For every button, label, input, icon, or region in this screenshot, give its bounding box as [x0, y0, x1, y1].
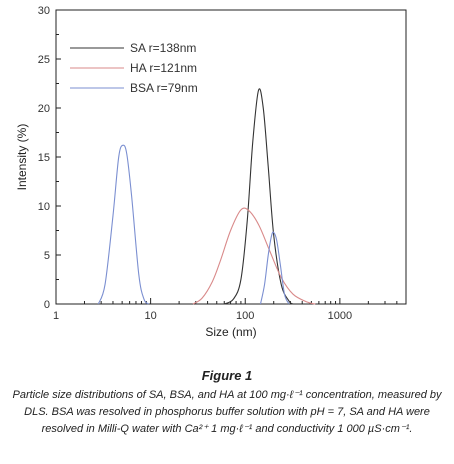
- legend: SA r=138nm HA r=121nm BSA r=79nm: [70, 41, 198, 95]
- figure-caption-text: Particle size distributions of SA, BSA, …: [12, 389, 442, 435]
- figure-caption-title: Figure 1: [201, 368, 253, 383]
- series-line-ha: [192, 207, 316, 305]
- x-tick-label: 10: [144, 310, 156, 322]
- y-tick-label: 5: [44, 250, 50, 262]
- x-tick-label: 1: [53, 310, 59, 322]
- y-tick-label: 30: [38, 5, 50, 17]
- y-tick-label: 25: [38, 54, 50, 66]
- legend-label: BSA r=79nm: [130, 81, 198, 95]
- series-line-bsa: [97, 144, 149, 305]
- x-tick-label: 100: [236, 310, 254, 322]
- y-tick-label: 10: [38, 201, 50, 213]
- y-tick-label: 15: [38, 152, 50, 164]
- legend-label: HA r=121nm: [130, 61, 197, 75]
- legend-label: SA r=138nm: [130, 41, 196, 55]
- series-group: [97, 88, 316, 305]
- figure-caption: Figure 1 Particle size distributions of …: [0, 368, 454, 438]
- series-line-bsa-secondary: [259, 231, 290, 305]
- x-axis-title: Size (nm): [205, 325, 256, 339]
- size-distribution-chart: 0 5 10 15 20 25 30 1 10 100 1000 SA r=138nm HA r=12…: [15, 5, 407, 339]
- y-axis-title: Intensity (%): [15, 124, 29, 191]
- x-tick-label: 1000: [328, 310, 352, 322]
- series-line-sa: [223, 88, 294, 305]
- y-tick-label: 0: [44, 299, 50, 311]
- y-tick-label: 20: [38, 103, 50, 115]
- axis-ticks: 0 5 10 15 20 25 30 1 10 100 1000: [38, 5, 407, 322]
